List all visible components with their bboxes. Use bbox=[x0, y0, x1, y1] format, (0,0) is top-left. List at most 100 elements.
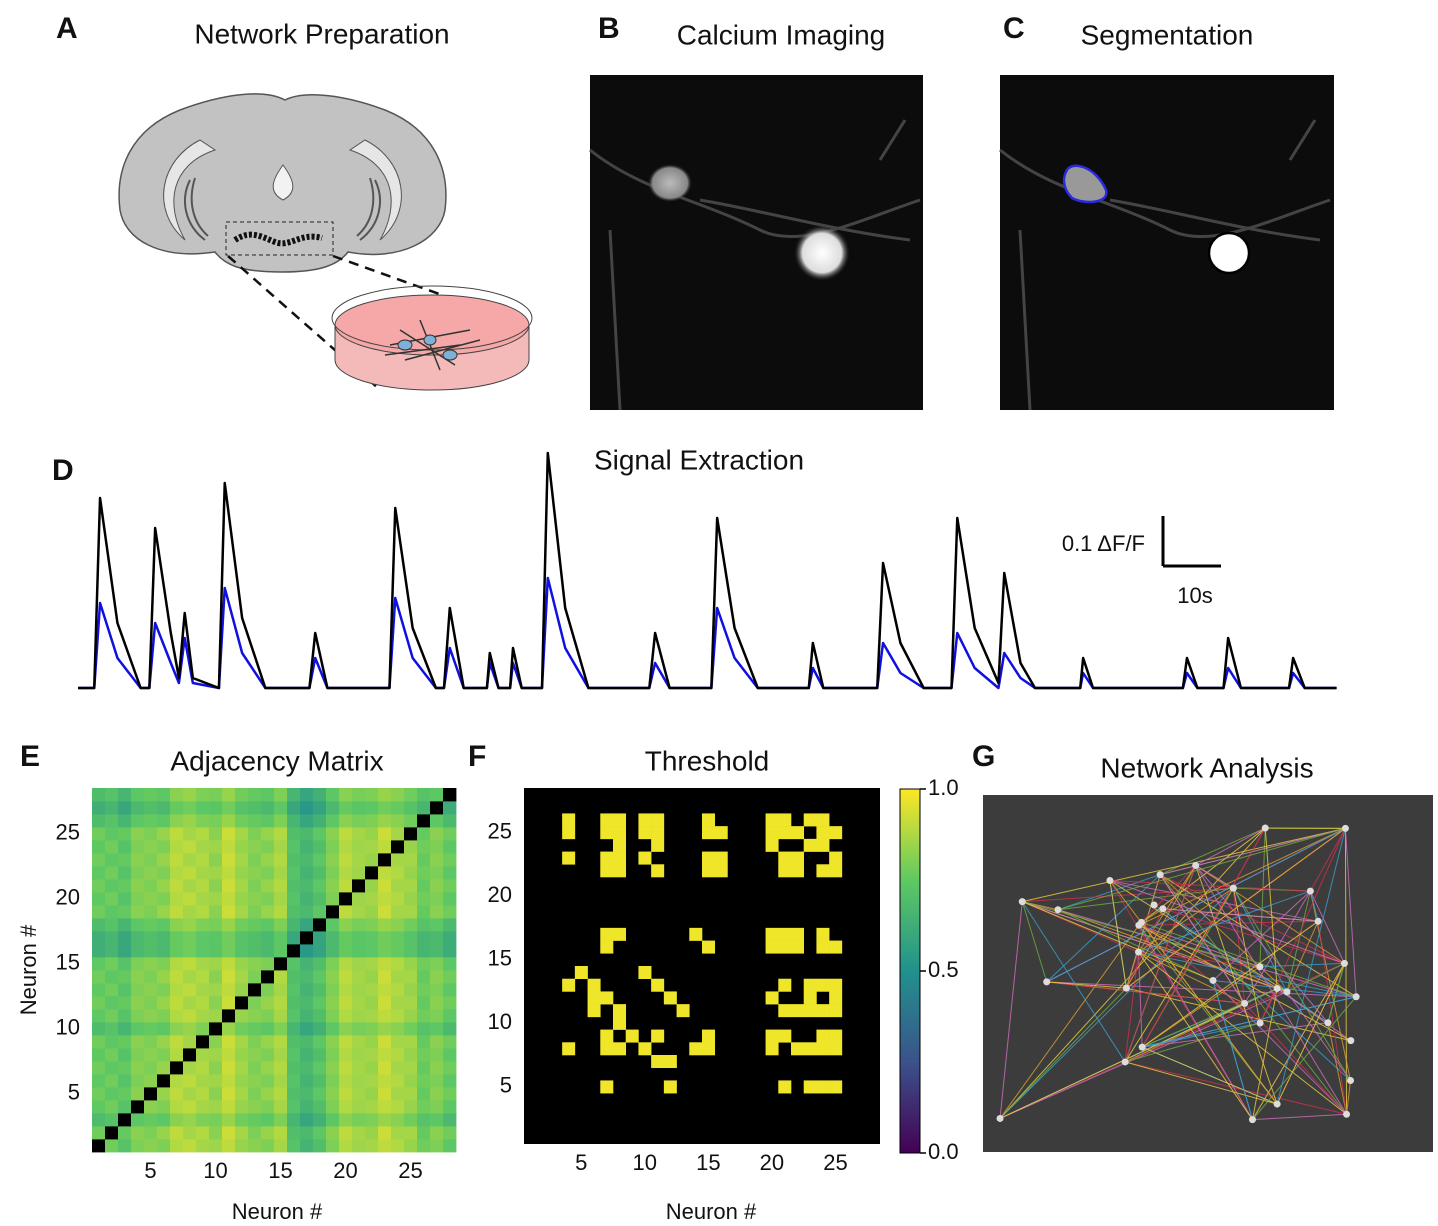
y-tick-label: 25 bbox=[56, 819, 80, 844]
heatmap-cell bbox=[417, 801, 430, 814]
heatmap-cell bbox=[352, 970, 365, 983]
heatmap-cell bbox=[287, 996, 300, 1009]
matrix-cell bbox=[766, 839, 779, 852]
heatmap-cell bbox=[209, 1074, 222, 1087]
heatmap-cell bbox=[391, 944, 404, 957]
heatmap-cell bbox=[222, 1009, 235, 1022]
heatmap-cell bbox=[391, 957, 404, 970]
heatmap-cell bbox=[443, 801, 456, 814]
heatmap-cell bbox=[105, 944, 118, 957]
heatmap-cell bbox=[209, 918, 222, 931]
heatmap-cell bbox=[313, 905, 326, 918]
heatmap-cell bbox=[391, 1126, 404, 1139]
heatmap-cell bbox=[209, 1139, 222, 1152]
heatmap-cell bbox=[339, 1035, 352, 1048]
heatmap-cell bbox=[183, 1009, 196, 1022]
heatmap-cell bbox=[365, 931, 378, 944]
heatmap-cell bbox=[157, 1087, 170, 1100]
network-node bbox=[1123, 985, 1130, 992]
heatmap-cell bbox=[157, 944, 170, 957]
heatmap-cell bbox=[365, 1035, 378, 1048]
matrix-cell bbox=[816, 1030, 829, 1043]
heatmap-cell bbox=[365, 1100, 378, 1113]
heatmap-cell bbox=[157, 970, 170, 983]
calcium-image bbox=[590, 75, 923, 410]
heatmap-cell bbox=[365, 1061, 378, 1074]
heatmap-cell bbox=[170, 801, 183, 814]
heatmap-cell bbox=[274, 1035, 287, 1048]
heatmap-cell bbox=[430, 1087, 443, 1100]
heatmap-cell bbox=[443, 931, 456, 944]
heatmap-cell bbox=[417, 1035, 430, 1048]
heatmap-cell bbox=[326, 892, 339, 905]
heatmap-cell bbox=[417, 853, 430, 866]
heatmap-cell bbox=[144, 827, 157, 840]
heatmap-cell bbox=[118, 1061, 131, 1074]
heatmap-cell bbox=[391, 814, 404, 827]
heatmap-cell bbox=[248, 931, 261, 944]
heatmap-cell bbox=[378, 1074, 391, 1087]
heatmap-cell bbox=[287, 1113, 300, 1126]
x-tick-label: 5 bbox=[144, 1158, 156, 1183]
matrix-cell bbox=[702, 813, 715, 826]
heatmap-cell bbox=[248, 1074, 261, 1087]
matrix-cell bbox=[816, 979, 829, 992]
heatmap-cell bbox=[274, 1113, 287, 1126]
heatmap-cell bbox=[287, 814, 300, 827]
heatmap-cell bbox=[443, 1009, 456, 1022]
heatmap-cell bbox=[287, 827, 300, 840]
matrix-cell bbox=[766, 1042, 779, 1055]
matrix-cell bbox=[562, 852, 575, 865]
heatmap-cell bbox=[274, 905, 287, 918]
heatmap-cell bbox=[196, 801, 209, 814]
matrix-cell bbox=[829, 1030, 842, 1043]
heatmap-cell bbox=[157, 1061, 170, 1074]
heatmap-cell bbox=[209, 788, 222, 801]
heatmap-cell bbox=[222, 840, 235, 853]
heatmap-cell bbox=[196, 1035, 209, 1048]
heatmap-cell bbox=[313, 970, 326, 983]
heatmap-cell bbox=[274, 892, 287, 905]
heatmap-cell bbox=[326, 944, 339, 957]
heatmap-cell bbox=[378, 814, 391, 827]
heatmap-cell bbox=[365, 840, 378, 853]
matrix-cell bbox=[829, 991, 842, 1004]
heatmap-cell bbox=[443, 905, 456, 918]
trace bbox=[78, 578, 1337, 688]
matrix-cell bbox=[651, 839, 664, 852]
heatmap-cell bbox=[274, 879, 287, 892]
heatmap-cell bbox=[92, 1113, 105, 1126]
heatmap-cell bbox=[248, 1061, 261, 1074]
heatmap-cell bbox=[261, 1113, 274, 1126]
heatmap-cell bbox=[352, 801, 365, 814]
heatmap-cell bbox=[131, 1113, 144, 1126]
heatmap-cell bbox=[326, 1061, 339, 1074]
heatmap-cell bbox=[352, 1048, 365, 1061]
heatmap-cell bbox=[326, 866, 339, 879]
heatmap-cell bbox=[365, 814, 378, 827]
heatmap-cell bbox=[144, 1048, 157, 1061]
network-node bbox=[1343, 1111, 1350, 1118]
heatmap-cell bbox=[365, 918, 378, 931]
heatmap-cell bbox=[365, 1139, 378, 1152]
heatmap-cell bbox=[105, 1100, 118, 1113]
x-tick-label: 10 bbox=[203, 1158, 227, 1183]
x-tick-label: 20 bbox=[760, 1150, 784, 1175]
panel-label: E bbox=[20, 740, 40, 773]
heatmap-cell bbox=[261, 944, 274, 957]
heatmap-cell bbox=[92, 944, 105, 957]
network-node bbox=[1283, 988, 1290, 995]
network-node bbox=[1341, 960, 1348, 967]
heatmap-cell bbox=[170, 957, 183, 970]
heatmap-cell bbox=[131, 1009, 144, 1022]
matrix-cell bbox=[562, 826, 575, 839]
heatmap-cell bbox=[326, 957, 339, 970]
matrix-cell bbox=[715, 864, 728, 877]
heatmap-cell bbox=[378, 1035, 391, 1048]
heatmap-cell bbox=[404, 1035, 417, 1048]
heatmap-cell bbox=[287, 905, 300, 918]
heatmap-cell bbox=[118, 957, 131, 970]
heatmap-cell bbox=[391, 1074, 404, 1087]
matrix-cell bbox=[804, 991, 817, 1004]
heatmap-cell bbox=[92, 905, 105, 918]
